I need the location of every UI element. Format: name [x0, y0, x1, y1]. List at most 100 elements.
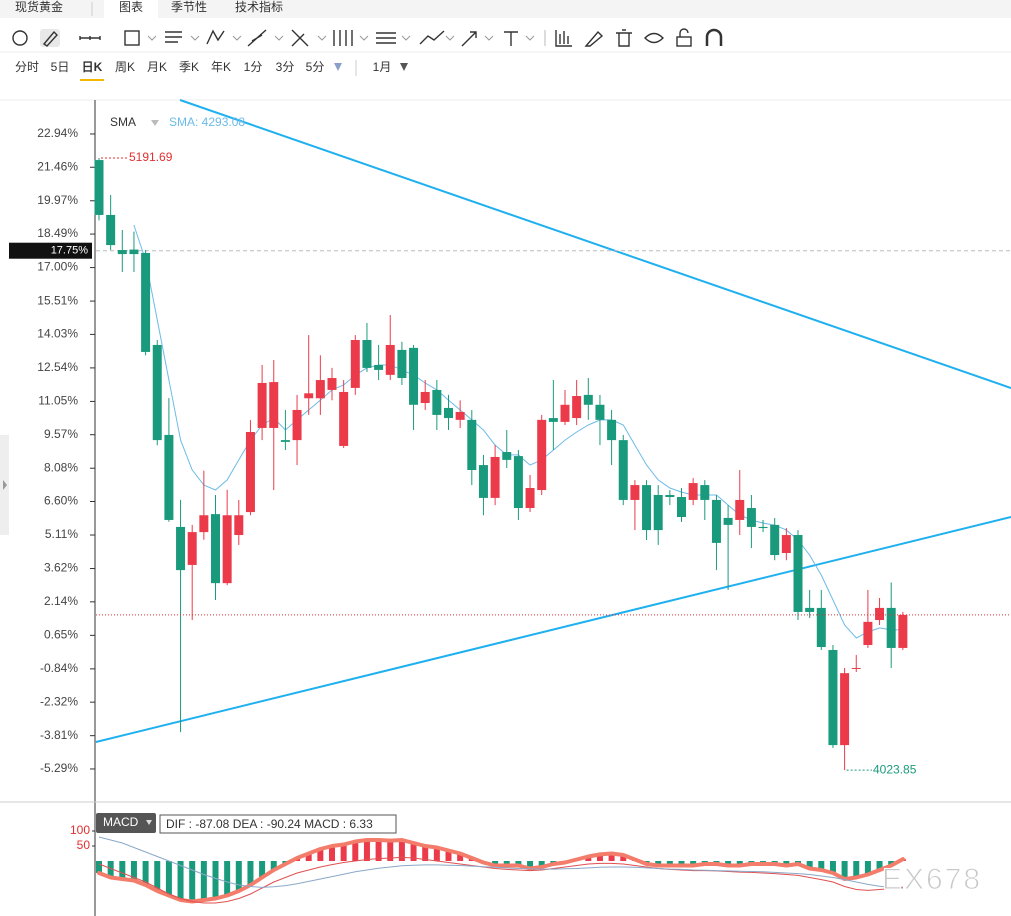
- period-button[interactable]: 季K: [179, 60, 199, 74]
- macd-bar: [130, 861, 137, 881]
- y-tick-label: 14.03%: [37, 327, 78, 341]
- candle-body: [478, 465, 488, 498]
- candle-body: [350, 340, 360, 388]
- candle-body: [187, 532, 197, 565]
- candle-body: [875, 607, 885, 621]
- candle-body: [234, 515, 244, 536]
- period-button[interactable]: 年K: [211, 60, 231, 74]
- candle-body: [211, 514, 220, 584]
- icon[interactable]: [679, 28, 689, 37]
- tab[interactable]: 图表: [119, 0, 143, 14]
- period-button[interactable]: 5分: [306, 60, 325, 74]
- candle-body: [176, 526, 186, 571]
- macd-bar: [864, 861, 871, 875]
- macd-bar: [666, 861, 673, 866]
- y-tick-label: 12.54%: [37, 360, 78, 374]
- tab[interactable]: 技术指标: [235, 0, 283, 14]
- macd-bar: [806, 861, 813, 869]
- candle-body: [746, 508, 756, 527]
- period-button[interactable]: 5日: [51, 60, 70, 74]
- y-tick-label: 22.94%: [37, 126, 78, 140]
- macd-bar: [538, 861, 545, 867]
- trend-line[interactable]: [179, 99, 1011, 389]
- icon[interactable]: [644, 32, 664, 44]
- icon[interactable]: [247, 29, 267, 47]
- icon[interactable]: [419, 30, 445, 45]
- icon[interactable]: [291, 29, 309, 47]
- icon[interactable]: [333, 30, 353, 46]
- candle-body: [455, 411, 465, 420]
- macd-bar: [678, 861, 685, 866]
- icon[interactable]: [165, 31, 182, 43]
- candle-body: [805, 607, 815, 612]
- macd-bar: [398, 840, 405, 861]
- candle-body: [339, 391, 349, 446]
- candle-body: [583, 394, 593, 405]
- period-button[interactable]: 分时: [15, 60, 39, 74]
- macd-bar: [725, 861, 732, 866]
- icon[interactable]: [12, 30, 28, 46]
- tab[interactable]: 季节性: [171, 0, 207, 14]
- icon[interactable]: [555, 30, 572, 47]
- macd-bar: [270, 861, 277, 870]
- icon[interactable]: [42, 30, 58, 47]
- macd-bar: [224, 861, 231, 896]
- candle-body: [735, 499, 745, 520]
- macd-label: MACD: [103, 815, 139, 829]
- macd-bar: [363, 840, 370, 861]
- crosshair-label-bg: [9, 242, 92, 259]
- candle-body: [653, 494, 663, 531]
- icon[interactable]: [616, 29, 632, 47]
- icon[interactable]: [206, 29, 225, 45]
- macd-envelope: [97, 838, 905, 904]
- macd-bar: [340, 844, 347, 861]
- macd-bar: [433, 847, 440, 861]
- macd-bar: [422, 846, 429, 861]
- macd-bar: [841, 861, 848, 879]
- period-button[interactable]: 3分: [276, 60, 295, 74]
- icon[interactable]: [124, 30, 140, 46]
- candle-body: [898, 614, 908, 648]
- icon-active-bg: [40, 29, 60, 47]
- candle-body: [770, 524, 780, 556]
- macd-legend: DIF : -87.08 DEA : -90.24 MACD : 6.33: [166, 817, 373, 831]
- y-tick-label: 11.05%: [38, 394, 78, 408]
- icon[interactable]: [705, 28, 723, 46]
- candle-body: [595, 404, 605, 420]
- period-button-active[interactable]: 日K: [82, 60, 103, 74]
- watermark: EX678: [882, 863, 982, 896]
- icon[interactable]: [79, 36, 101, 40]
- candle-body: [781, 535, 791, 554]
- dropdown-arrows: [147, 35, 535, 41]
- sma-line: [133, 224, 903, 639]
- candle-body: [886, 607, 896, 648]
- dea-line: [98, 836, 903, 889]
- candle-body: [292, 409, 302, 441]
- icon[interactable]: [584, 30, 604, 47]
- trend-line[interactable]: [95, 516, 1011, 743]
- y-tick-label: 8.08%: [44, 460, 78, 474]
- macd-label-bg: [96, 813, 156, 833]
- icon[interactable]: [461, 31, 477, 47]
- range-button[interactable]: 1月: [373, 60, 392, 74]
- candle-body: [758, 526, 768, 529]
- icon[interactable]: [676, 36, 692, 47]
- macd-bar: [655, 861, 662, 866]
- dropdown-arrow: [151, 120, 159, 126]
- period-button[interactable]: 1分: [244, 60, 263, 74]
- period-bar: 分时 5日 日K 周K 月K 季K 年K 1分 3分 5分 1月: [15, 60, 408, 81]
- y-tick-label: -3.81%: [40, 728, 78, 742]
- macd-bar: [200, 861, 207, 900]
- candle-body: [816, 607, 826, 648]
- candle-body: [537, 419, 547, 491]
- toolbar: [12, 28, 723, 47]
- macd-bar: [212, 861, 219, 899]
- icon[interactable]: [376, 32, 396, 44]
- crosshair-label: 17.75%: [51, 245, 89, 257]
- macd-bar: [527, 861, 534, 869]
- period-button[interactable]: 月K: [147, 60, 167, 74]
- icon[interactable]: [504, 31, 518, 46]
- y-tick-label: -0.84%: [40, 661, 78, 675]
- period-button[interactable]: 周K: [115, 60, 135, 74]
- macd-bar: [515, 861, 522, 866]
